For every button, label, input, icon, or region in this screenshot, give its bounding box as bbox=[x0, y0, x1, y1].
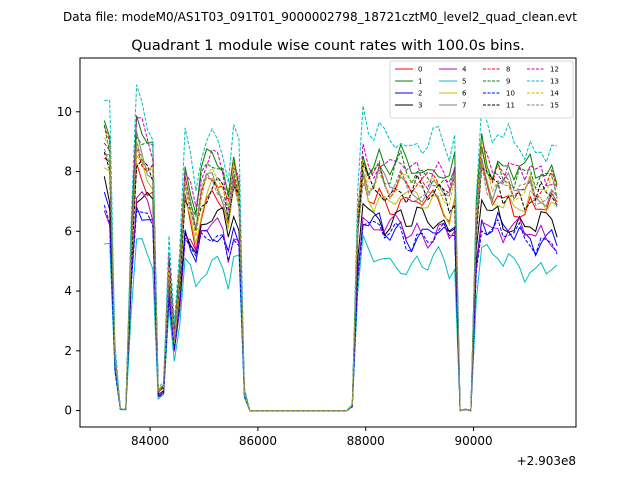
legend-label-13: 13 bbox=[550, 78, 559, 86]
legend-label-14: 14 bbox=[550, 90, 559, 98]
legend-label-4: 4 bbox=[462, 66, 467, 74]
legend-label-15: 15 bbox=[550, 102, 559, 110]
x-tick-label: 84000 bbox=[131, 434, 169, 448]
x-axis: 84000 86000 88000 90000 bbox=[131, 427, 493, 448]
legend-label-1: 1 bbox=[418, 78, 422, 86]
legend-label-2: 2 bbox=[418, 90, 422, 98]
series-line-15 bbox=[103, 141, 558, 412]
series-line-8 bbox=[103, 126, 558, 412]
series-line-7 bbox=[104, 131, 558, 412]
legend-label-11: 11 bbox=[506, 102, 515, 110]
axes-frame bbox=[79, 57, 577, 428]
legend-label-8: 8 bbox=[506, 66, 510, 74]
series-line-1 bbox=[103, 115, 558, 412]
legend-label-10: 10 bbox=[506, 90, 515, 98]
series-line-12 bbox=[103, 117, 558, 412]
legend-label-0: 0 bbox=[418, 66, 422, 74]
series-line-9 bbox=[103, 124, 558, 412]
legend-label-7: 7 bbox=[462, 102, 466, 110]
y-axis: 0 2 4 6 8 10 bbox=[57, 105, 80, 418]
legend-label-12: 12 bbox=[550, 66, 559, 74]
legend-label-6: 6 bbox=[462, 90, 467, 98]
y-tick-label: 4 bbox=[64, 284, 72, 298]
y-tick-label: 6 bbox=[64, 224, 72, 238]
legend-box bbox=[389, 60, 574, 119]
figure-suptitle: Data file: modeM0/AS1T03_091T01_90000027… bbox=[63, 10, 577, 24]
series-line-14 bbox=[103, 137, 558, 412]
y-tick-label: 2 bbox=[64, 344, 72, 358]
plot-area bbox=[79, 57, 577, 428]
y-tick-label: 0 bbox=[64, 404, 72, 418]
series-line-10 bbox=[103, 204, 558, 412]
x-tick-label: 90000 bbox=[454, 434, 492, 448]
y-tick-label: 8 bbox=[64, 165, 72, 179]
legend-label-3: 3 bbox=[418, 102, 422, 110]
legend-label-9: 9 bbox=[506, 78, 510, 86]
y-tick-label: 10 bbox=[57, 105, 72, 119]
chart-title: Quadrant 1 module wise count rates with … bbox=[131, 38, 525, 54]
x-offset-label: +2.903e8 bbox=[517, 454, 576, 468]
x-tick-label: 88000 bbox=[347, 434, 385, 448]
x-tick-label: 86000 bbox=[239, 434, 277, 448]
legend-label-5: 5 bbox=[462, 78, 466, 86]
